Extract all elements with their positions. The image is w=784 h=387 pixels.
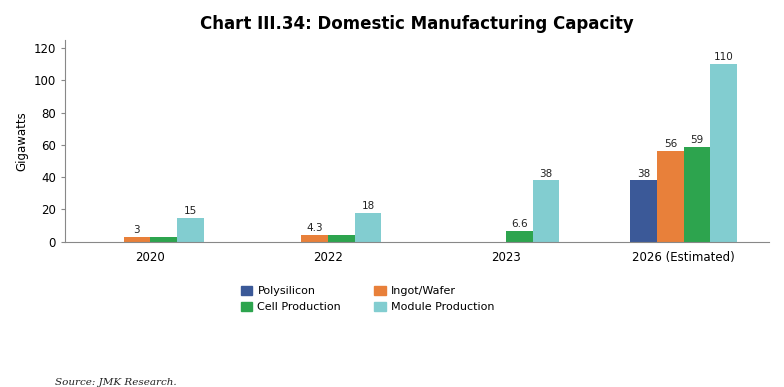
Legend: Polysilicon, Cell Production, Ingot/Wafer, Module Production: Polysilicon, Cell Production, Ingot/Wafe… xyxy=(236,282,499,317)
Text: 56: 56 xyxy=(664,139,677,149)
Bar xyxy=(301,235,328,242)
Bar xyxy=(151,237,177,242)
Text: 110: 110 xyxy=(713,52,734,62)
Bar xyxy=(710,64,737,242)
Text: 18: 18 xyxy=(361,201,375,211)
Bar xyxy=(328,235,354,242)
Text: 15: 15 xyxy=(183,205,197,216)
Bar xyxy=(124,237,151,242)
Text: 38: 38 xyxy=(637,168,650,178)
Title: Chart III.34: Domestic Manufacturing Capacity: Chart III.34: Domestic Manufacturing Cap… xyxy=(200,15,633,33)
Text: 3: 3 xyxy=(133,225,140,235)
Text: 59: 59 xyxy=(691,135,703,145)
Bar xyxy=(684,147,710,242)
Bar xyxy=(354,213,382,242)
Bar xyxy=(657,151,684,242)
Bar xyxy=(630,180,657,242)
Y-axis label: Gigawatts: Gigawatts xyxy=(15,111,28,171)
Text: 38: 38 xyxy=(539,168,553,178)
Bar xyxy=(177,217,204,242)
Text: 4.3: 4.3 xyxy=(307,223,323,233)
Bar xyxy=(506,231,532,242)
Text: 6.6: 6.6 xyxy=(511,219,528,229)
Text: Source: JMK Research.: Source: JMK Research. xyxy=(55,378,176,387)
Bar xyxy=(532,180,559,242)
